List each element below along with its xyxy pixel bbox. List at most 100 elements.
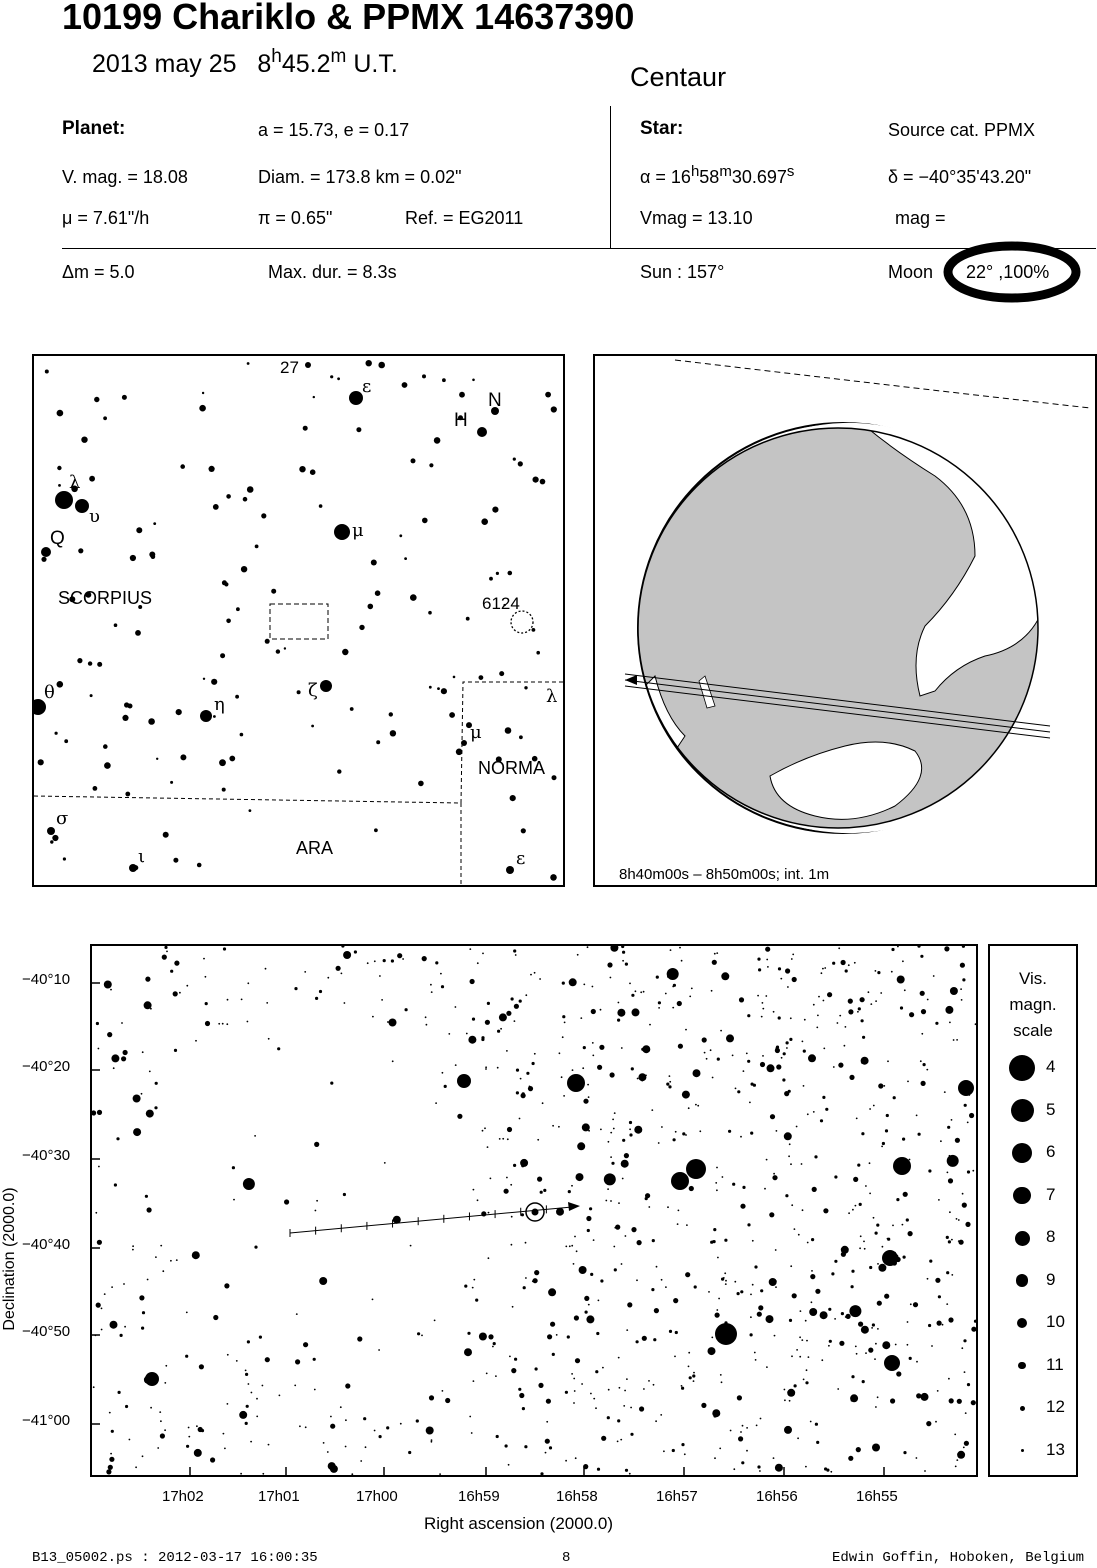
legend-dot [1019,1405,1025,1411]
max-duration: Max. dur. = 8.3s [268,262,397,282]
field-star [576,953,579,956]
finder-star [224,582,229,587]
field-star [853,1176,859,1182]
field-star [475,1298,479,1302]
field-star [233,1198,235,1201]
finder-star [162,831,169,838]
field-star [98,1165,100,1168]
field-star [527,1086,534,1092]
field-star [772,1175,778,1181]
field-star [546,1420,549,1423]
field-star [719,1374,722,1376]
x-tick-label: 17h01 [258,1488,300,1505]
field-star [617,1008,626,1017]
finder-label-eta: η [214,694,225,715]
field-star [103,1293,106,1295]
finder-label-mu-right: μ [470,722,482,743]
field-star [961,1347,964,1350]
field-star [850,1399,853,1402]
finder-star [55,491,73,509]
field-star [949,987,958,995]
field-star [811,1186,817,1192]
field-star [922,1063,926,1067]
field-star [747,1059,751,1063]
field-star [472,1380,475,1382]
field-star [515,1091,519,1095]
field-star [521,1407,525,1411]
field-star [731,1054,734,1057]
field-star [948,1398,954,1404]
field-star [817,1014,819,1017]
field-star [482,952,484,955]
field-star [528,1085,531,1088]
finder-star [271,588,277,594]
field-star [775,1130,778,1132]
field-star [764,1187,766,1190]
field-star [828,1339,832,1343]
field-star [799,1336,801,1339]
field-star [610,1131,613,1134]
field-star [859,1247,861,1250]
field-star [787,1089,791,1093]
field-star [284,1199,290,1205]
field-star [932,975,935,977]
field-star [141,1051,144,1054]
finder-star [62,857,66,861]
field-star [607,962,613,968]
field-star [734,1280,737,1283]
field-star [162,1270,165,1273]
field-star [857,1007,861,1011]
field-star [807,1356,810,1358]
bright-star [882,1250,898,1266]
field-star [721,1176,724,1178]
field-star [850,1285,854,1289]
field-star [775,1045,780,1049]
field-star [711,1336,714,1339]
finder-star [211,678,218,685]
finder-star [283,647,287,650]
y-tick-label: −40°20 [22,1058,71,1075]
field-star [747,1223,751,1227]
field-star [470,1432,473,1434]
field-star [881,1245,884,1248]
field-star [652,1383,655,1386]
field-star [668,1329,673,1333]
field-star [790,958,793,960]
field-star [530,973,532,976]
field-star [672,983,677,987]
field-star [573,1390,576,1392]
field-star [481,1129,484,1132]
field-star [832,961,836,965]
field-star [640,991,643,994]
finder-star [125,791,131,797]
legend-title-line2: magn. [1009,995,1057,1014]
finder-star [226,618,231,624]
field-star [503,1188,509,1194]
field-star [304,1426,307,1429]
finder-star [503,603,506,607]
x-tick-label: 17h02 [162,1488,204,1505]
field-star [872,1443,880,1452]
field-star [799,1310,802,1312]
field-star [525,1277,527,1279]
field-star [865,1352,867,1354]
field-star [855,1117,858,1120]
field-star [692,1380,695,1382]
field-star [847,964,850,967]
finder-star [458,415,463,421]
field-star [519,1392,525,1399]
field-star [96,1109,103,1115]
field-star [560,1076,563,1079]
field-star [814,1155,818,1159]
field-star [867,991,870,994]
field-star [561,981,565,985]
field-star [504,1444,508,1448]
field-star [827,992,833,998]
field-star [538,1382,544,1388]
field-star [755,1424,758,1427]
finder-star [75,499,89,513]
field-star [506,1138,509,1141]
detail-star-chart [90,944,978,1477]
field-star [511,1305,514,1308]
legend-dot [1018,1361,1026,1370]
